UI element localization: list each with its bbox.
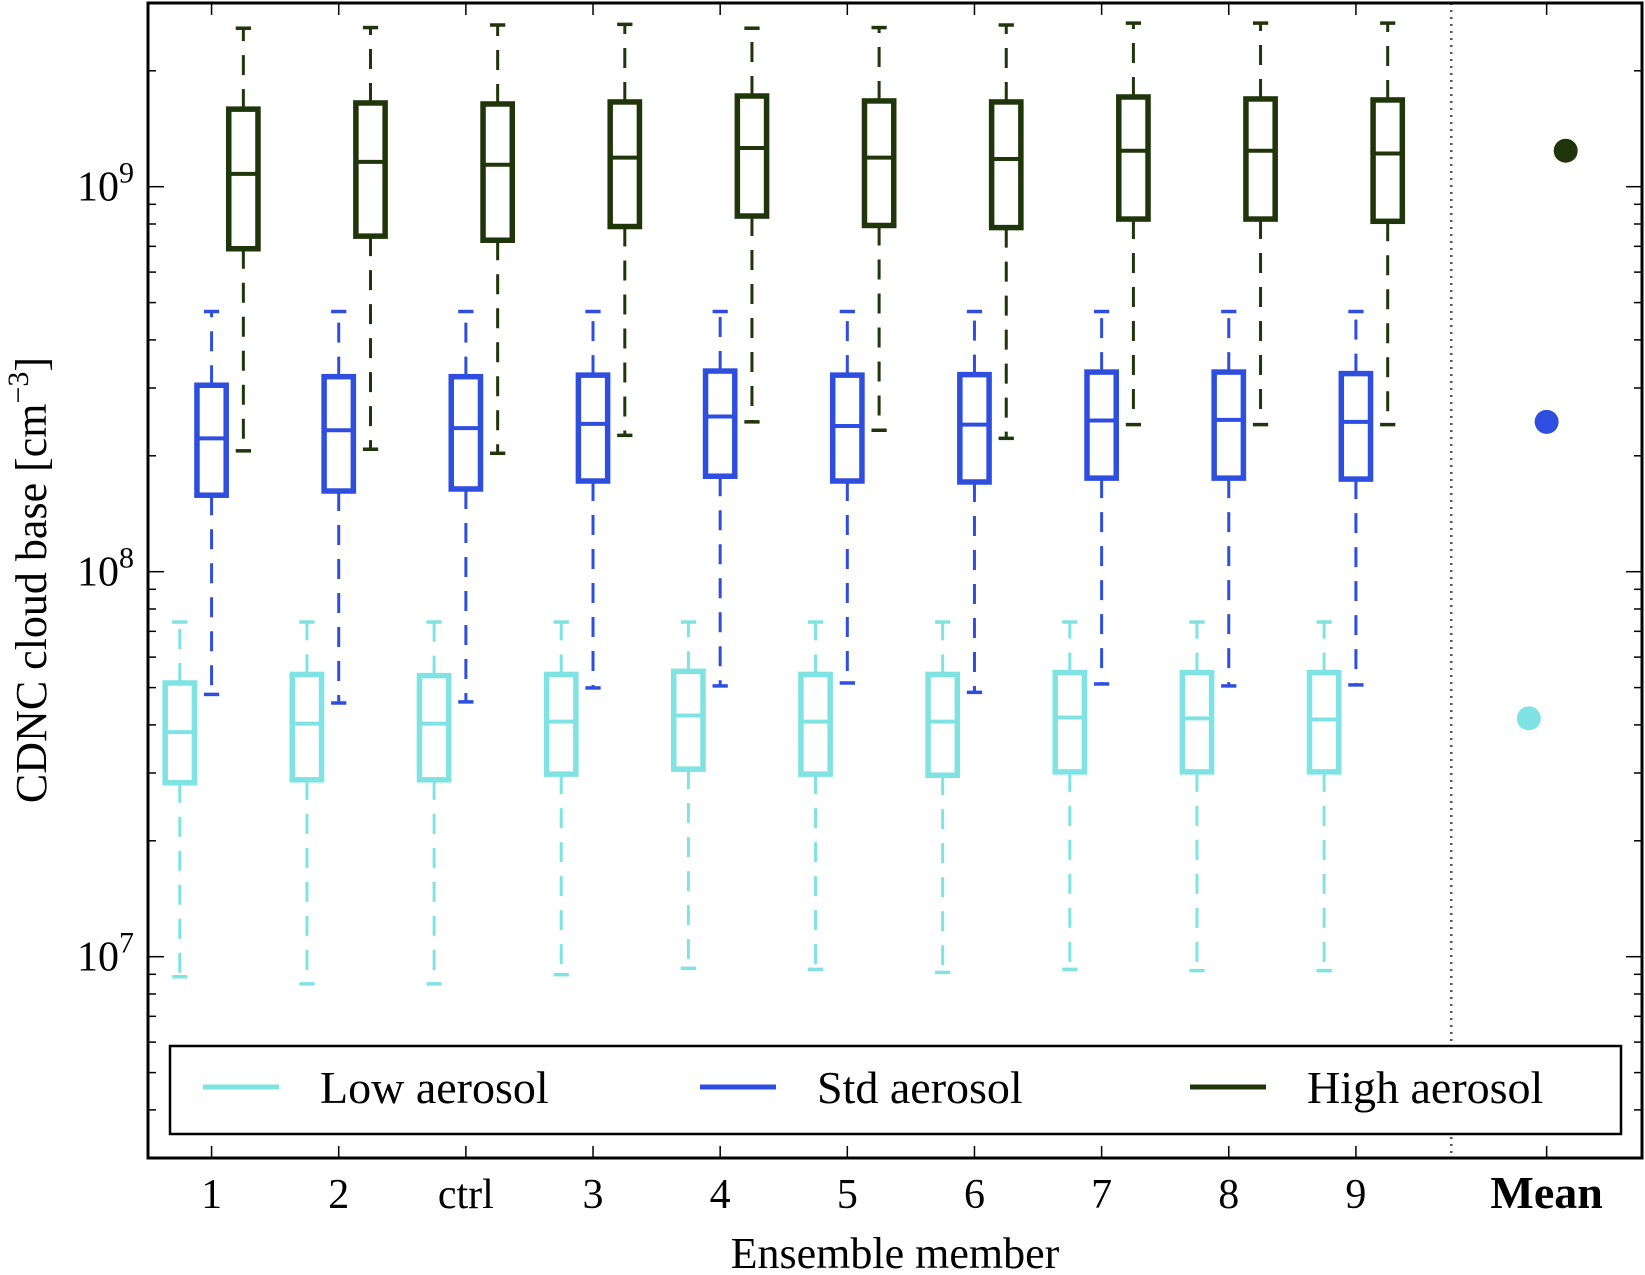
box (448, 373, 484, 492)
box (925, 671, 961, 778)
box (734, 93, 770, 219)
box (289, 671, 325, 783)
x-tick-label: 6 (964, 1172, 985, 1218)
box (321, 373, 357, 494)
y-tick-label: 108 (77, 542, 134, 596)
box (543, 671, 579, 777)
series-high-aerosol (225, 21, 1578, 456)
box (416, 672, 452, 783)
box (1052, 669, 1088, 775)
box (1116, 94, 1151, 222)
box (1243, 96, 1278, 222)
x-axis-label: Ensemble member (731, 1229, 1060, 1275)
x-tick-label: ctrl (438, 1172, 494, 1218)
y-axis-label: CDNC cloud base [cm−3] (2, 357, 56, 803)
box (671, 668, 706, 772)
legend-label: High aerosol (1307, 1062, 1543, 1113)
box (1211, 369, 1247, 481)
legend-label: Low aerosol (320, 1062, 549, 1113)
box (957, 371, 992, 485)
box (1084, 369, 1119, 481)
mean-marker (1534, 409, 1559, 434)
legend: Low aerosol Std aerosol High aerosol (168, 1044, 1623, 1136)
box (702, 368, 738, 479)
x-tick-label: 1 (201, 1172, 222, 1218)
box (1179, 669, 1215, 775)
x-tick-label: 2 (328, 1172, 349, 1218)
box (1338, 370, 1374, 482)
plot-marks: 107 108 109 1 2 ctrl 3 4 5 6 7 8 9 Mean (77, 2, 1642, 1218)
legend-box (168, 1044, 1623, 1136)
x-tick-label: 8 (1218, 1172, 1239, 1218)
box (798, 671, 833, 777)
box (1306, 669, 1342, 775)
x-tick-label: 5 (837, 1172, 858, 1218)
x-tick-label: 9 (1345, 1172, 1366, 1218)
legend-label: Std aerosol (817, 1062, 1023, 1113)
box (829, 372, 865, 484)
plot-frame (146, 1, 1644, 1160)
x-tick-label: 7 (1091, 1172, 1112, 1218)
x-tick-label: 4 (710, 1172, 731, 1218)
series-low-aerosol (162, 620, 1541, 986)
box (575, 372, 611, 484)
x-tick-label-mean: Mean (1490, 1167, 1602, 1218)
mean-marker (1516, 706, 1541, 731)
box (225, 106, 261, 252)
mean-marker (1553, 138, 1578, 163)
y-tick-label: 107 (77, 927, 134, 981)
x-tick-label: 3 (583, 1172, 604, 1218)
box (1370, 97, 1406, 225)
box (988, 99, 1024, 231)
series-std-aerosol (194, 309, 1559, 705)
y-tick-label: 109 (77, 157, 134, 211)
box (861, 98, 897, 229)
box (480, 101, 516, 243)
box (607, 99, 643, 230)
box (353, 100, 388, 239)
